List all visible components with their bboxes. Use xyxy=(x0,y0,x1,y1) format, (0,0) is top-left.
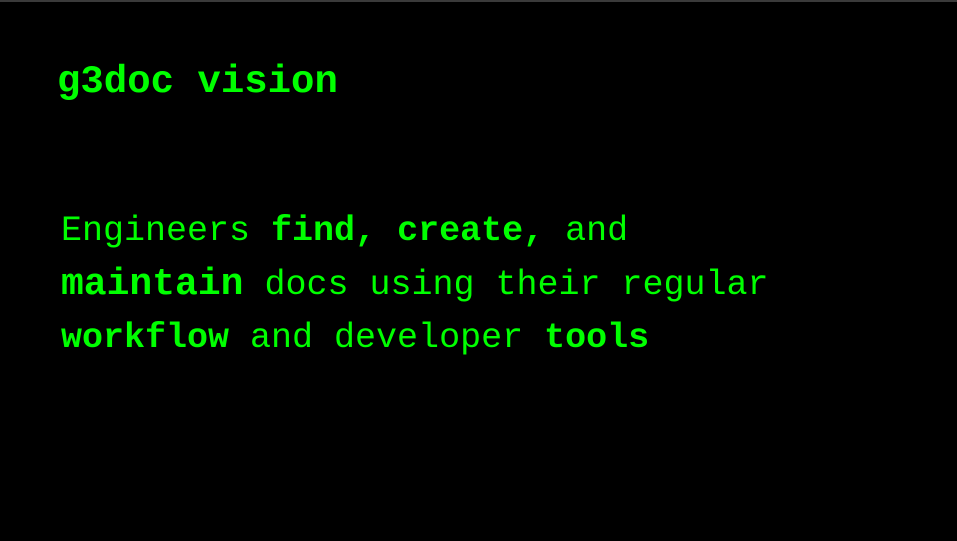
text-engineers: Engineers xyxy=(61,211,272,251)
text-and: and xyxy=(544,211,629,251)
body-line-2: maintain docs using their regular xyxy=(61,258,941,312)
text-and-developer: and developer xyxy=(229,318,545,358)
emphasis-maintain: maintain xyxy=(61,263,244,306)
emphasis-find: find, xyxy=(271,211,377,251)
emphasis-create: create, xyxy=(397,211,545,251)
slide-title: g3doc vision xyxy=(57,60,338,104)
text-docs-using-their-regular: docs using their regular xyxy=(243,265,769,305)
body-line-1: Engineers find, create, and xyxy=(61,205,941,258)
emphasis-tools: tools xyxy=(544,318,650,358)
slide-body: Engineers find, create, and maintain doc… xyxy=(61,205,941,365)
text-space xyxy=(376,211,397,251)
body-line-3: workflow and developer tools xyxy=(61,312,941,365)
emphasis-workflow: workflow xyxy=(61,318,230,358)
